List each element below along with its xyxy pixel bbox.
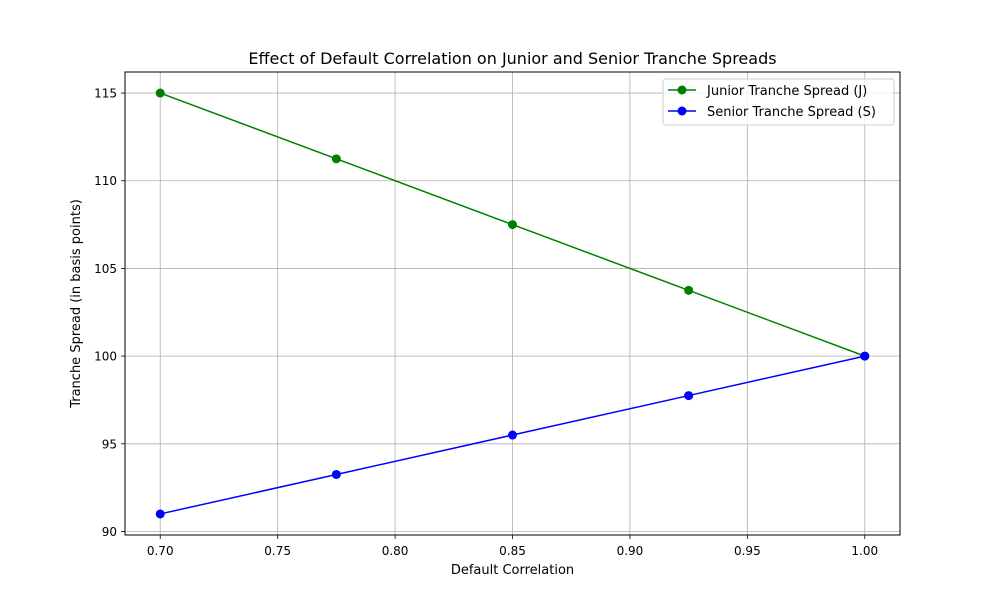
legend: Junior Tranche Spread (J) Senior Tranche… — [662, 78, 895, 126]
legend-label-junior: Junior Tranche Spread (J) — [706, 84, 867, 99]
chart-title: Effect of Default Correlation on Junior … — [248, 49, 776, 68]
x-tick-label: 0.90 — [617, 544, 644, 558]
x-tick-label: 0.70 — [147, 544, 174, 558]
y-tick-label: 115 — [94, 87, 117, 101]
y-tick-label: 100 — [94, 350, 117, 364]
data-point-senior — [508, 430, 517, 440]
x-tick-label: 0.85 — [499, 544, 526, 558]
y-tick-label: 95 — [102, 437, 117, 451]
data-point-senior — [684, 391, 694, 401]
data-point-junior — [331, 154, 341, 164]
x-tick-label: 1.00 — [851, 544, 878, 558]
data-point-senior — [331, 469, 341, 479]
legend-label-senior: Senior Tranche Spread (S) — [707, 105, 876, 120]
y-axis-label: Tranche Spread (in basis points) — [69, 199, 84, 409]
data-point-senior — [155, 509, 165, 519]
legend-marker-senior — [677, 106, 687, 116]
data-point-junior — [508, 220, 517, 230]
series-layer — [155, 88, 870, 519]
legend-marker-junior — [677, 85, 687, 95]
y-axis-ticks: 90 95 100 105 110 115 — [94, 87, 125, 539]
plot-area-frame — [124, 71, 901, 536]
data-point-junior — [684, 285, 694, 295]
x-tick-label: 0.75 — [264, 544, 291, 558]
x-tick-label: 0.80 — [382, 544, 409, 558]
grid-lines — [125, 72, 900, 535]
legend-box — [662, 78, 895, 126]
x-axis-label: Default Correlation — [451, 563, 574, 578]
x-axis-ticks: 0.70 0.75 0.80 0.85 0.90 0.95 1.00 — [147, 535, 878, 558]
y-tick-label: 110 — [94, 174, 117, 188]
data-point-junior — [155, 88, 165, 98]
x-tick-label: 0.95 — [734, 544, 761, 558]
y-tick-label: 105 — [94, 262, 117, 276]
y-tick-label: 90 — [102, 525, 117, 539]
data-point-senior — [860, 351, 870, 361]
